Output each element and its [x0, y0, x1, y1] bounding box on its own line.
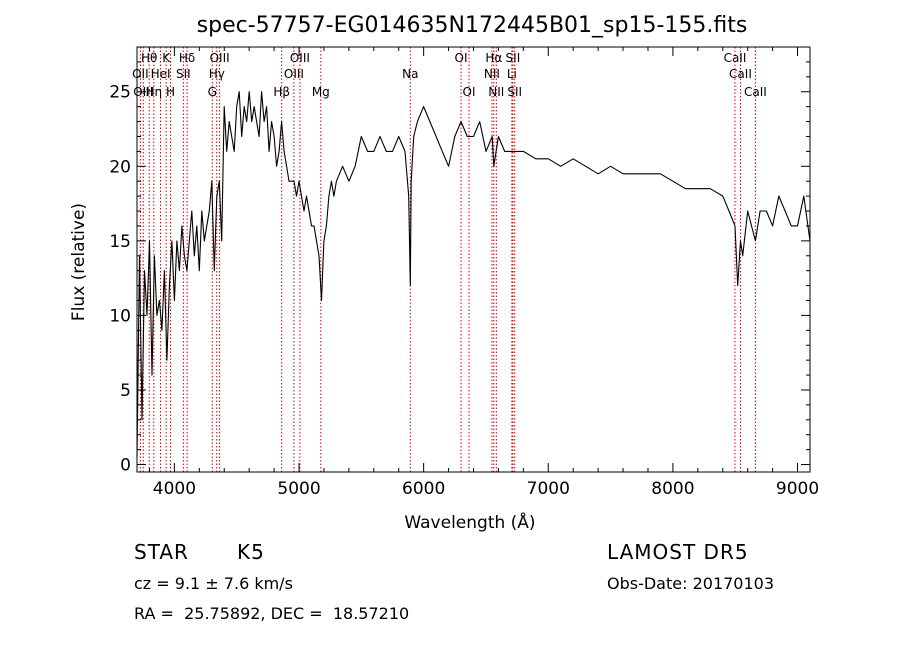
x-tick-label: 8000: [651, 479, 694, 499]
x-axis-title: Wavelength (Å): [404, 511, 535, 533]
spectral-line-label: CaII: [724, 51, 747, 65]
spectral-line-label: Na: [402, 67, 418, 81]
y-tick-label: 5: [120, 381, 131, 401]
chart-title: spec-57757-EG014635N172445B01_sp15-155.f…: [197, 13, 748, 38]
spectral-line-label: CaII: [744, 85, 767, 99]
coordinates-line: RA = 25.75892, DEC = 18.57210: [134, 604, 410, 623]
spectral-line-label: OII: [132, 67, 149, 81]
x-tick-label: 9000: [776, 479, 819, 499]
spectral-line-label: Mg: [312, 85, 330, 99]
spectral-line-label: G: [208, 85, 217, 99]
observation-date: Obs-Date: 20170103: [607, 574, 775, 593]
spectral-line-label: HeI: [151, 67, 171, 81]
spectrum-line: [136, 91, 811, 458]
y-tick-label: 0: [120, 456, 131, 476]
spectral-line-label: SII: [176, 67, 191, 81]
y-tick-label: 15: [109, 232, 131, 252]
spectral-line-label: NII: [484, 67, 500, 81]
line-labels: Hθ K Hδ OIII OIII OI Hα SII CaII OII HeI SII Hγ OIII N…: [132, 51, 767, 99]
object-class: STAR: [134, 540, 189, 564]
x-tick-label: 6000: [402, 479, 445, 499]
redshift-line: cz = 9.1 ± 7.6 km/s: [134, 574, 293, 593]
spectral-line-label: OI: [455, 51, 468, 65]
y-tick-label: 20: [109, 157, 131, 177]
spectral-line-label: K: [162, 51, 171, 65]
y-tick-label: 10: [109, 306, 131, 326]
spectral-line-label: Hγ: [209, 67, 225, 81]
spectral-line-label: Hη: [146, 85, 163, 99]
spectral-line-label: Hα: [485, 51, 502, 65]
x-tick-label: 5000: [277, 479, 320, 499]
spectral-line-label: OIII: [210, 51, 230, 65]
line-marks: [139, 47, 756, 472]
y-axis-title: Flux (relative): [69, 203, 89, 321]
spectrum-series: [136, 91, 811, 458]
spectral-line-label: OIII: [133, 85, 153, 99]
spectral-line-label: Hδ: [179, 51, 195, 65]
spectral-line-label: Li: [507, 67, 517, 81]
spectral-line-label: NII: [488, 85, 504, 99]
spectral-line-label: OIII: [284, 67, 304, 81]
spectral-line-label: CaII: [729, 67, 752, 81]
survey-name: LAMOST DR5: [607, 540, 749, 564]
spectral-line-label: OI: [463, 85, 476, 99]
spectral-line-label: SII: [506, 51, 521, 65]
object-subclass: K5: [237, 540, 265, 564]
plot-frame: [136, 46, 811, 473]
y-axis: 0 5 10 15 20 25: [109, 61, 810, 476]
x-axis: 4000 5000 6000 7000 8000 9000: [148, 47, 819, 499]
x-tick-label: 4000: [153, 479, 196, 499]
x-tick-label: 7000: [527, 479, 570, 499]
spectral-line-label: OIII: [290, 51, 310, 65]
spectral-line-label: H: [166, 85, 175, 99]
spectral-line-label: SII: [507, 85, 522, 99]
spectral-line-label: Hβ: [273, 85, 290, 99]
y-tick-label: 25: [109, 83, 131, 103]
spectral-line-label: Hθ: [141, 51, 157, 65]
